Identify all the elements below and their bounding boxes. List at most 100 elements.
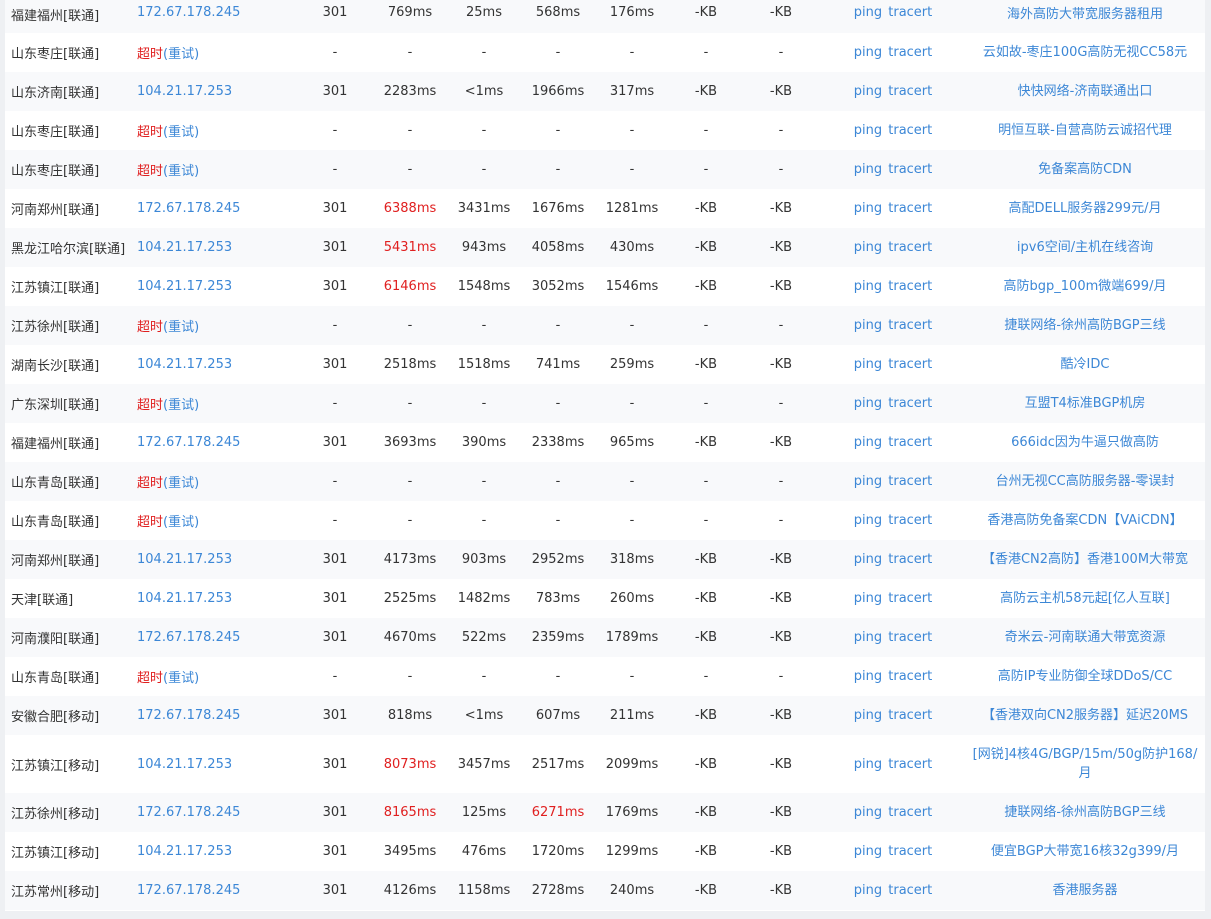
- ad-link[interactable]: 海外高防大带宽服务器租用: [1006, 7, 1163, 22]
- ip-link[interactable]: 104.21.17.253: [137, 844, 233, 859]
- retry-link[interactable]: (重试): [163, 164, 200, 179]
- ip-link[interactable]: 172.67.178.245: [137, 805, 241, 820]
- retry-link[interactable]: (重试): [163, 671, 200, 686]
- ip-link[interactable]: 104.21.17.253: [137, 279, 233, 294]
- tracert-link[interactable]: tracert: [888, 201, 933, 216]
- table-row: 山东青岛[联通] 超时(重试) - - - - - - - ping tracert 香港高防免备案…: [5, 501, 1205, 540]
- tracert-link[interactable]: tracert: [888, 708, 933, 723]
- tracert-link[interactable]: tracert: [888, 162, 933, 177]
- tracert-link[interactable]: tracert: [888, 805, 933, 820]
- ip-link[interactable]: 172.67.178.245: [137, 201, 241, 216]
- tracert-link[interactable]: tracert: [888, 279, 933, 294]
- ad-link[interactable]: 奇米云-河南联通大带宽资源: [1004, 630, 1166, 645]
- tracert-link[interactable]: tracert: [888, 591, 933, 606]
- ping-link[interactable]: ping: [853, 708, 883, 723]
- tracert-link[interactable]: tracert: [888, 123, 933, 138]
- ping-link[interactable]: ping: [853, 513, 883, 528]
- ping-link[interactable]: ping: [853, 844, 883, 859]
- ad-link[interactable]: 捷联网络-徐州高防BGP三线: [1004, 318, 1166, 333]
- ad-link[interactable]: 快快网络-济南联通出口: [1017, 84, 1153, 99]
- ip-link[interactable]: 104.21.17.253: [137, 552, 233, 567]
- ad-link[interactable]: 666idc因为牛逼只做高防: [1011, 435, 1159, 450]
- ip-link[interactable]: 172.67.178.245: [137, 435, 241, 450]
- table-row: 福建福州[联通] 172.67.178.245 301 769ms 25ms 568ms 1…: [5, 0, 1205, 33]
- status-code-cell: 301: [295, 72, 375, 111]
- tracert-link[interactable]: tracert: [888, 552, 933, 567]
- ping-link[interactable]: ping: [853, 45, 883, 60]
- tracert-link[interactable]: tracert: [888, 844, 933, 859]
- ip-link[interactable]: 172.67.178.245: [137, 708, 241, 723]
- ping-link[interactable]: ping: [853, 5, 883, 20]
- ad-link[interactable]: 高防bgp_100m微端699/月: [1003, 279, 1167, 294]
- tracert-link[interactable]: tracert: [888, 357, 933, 372]
- ad-link[interactable]: ipv6空间/主机在线咨询: [1016, 240, 1154, 255]
- retry-link[interactable]: (重试): [163, 515, 200, 530]
- empty-cell: -: [523, 150, 593, 189]
- tracert-link[interactable]: tracert: [888, 513, 933, 528]
- tracert-link[interactable]: tracert: [888, 396, 933, 411]
- ad-link[interactable]: [网锐]4核4G/BGP/15m/50g防护168/月: [972, 747, 1198, 781]
- tracert-link[interactable]: tracert: [888, 630, 933, 645]
- tracert-link[interactable]: tracert: [888, 84, 933, 99]
- retry-link[interactable]: (重试): [163, 398, 200, 413]
- ping-link[interactable]: ping: [853, 883, 883, 898]
- ping-link[interactable]: ping: [853, 123, 883, 138]
- ping-link[interactable]: ping: [853, 279, 883, 294]
- ping-link[interactable]: ping: [853, 240, 883, 255]
- empty-cell: -: [295, 111, 375, 150]
- tracert-link[interactable]: tracert: [888, 435, 933, 450]
- ip-link[interactable]: 104.21.17.253: [137, 240, 233, 255]
- ip-link[interactable]: 104.21.17.253: [137, 357, 233, 372]
- tracert-link[interactable]: tracert: [888, 5, 933, 20]
- ad-link[interactable]: 台州无视CC高防服务器-零误封: [995, 474, 1175, 489]
- ad-link[interactable]: 捷联网络-徐州高防BGP三线: [1004, 805, 1166, 820]
- ad-link[interactable]: 高配DELL服务器299元/月: [1008, 201, 1162, 216]
- ip-link[interactable]: 172.67.178.245: [137, 5, 241, 20]
- ad-link[interactable]: 香港高防免备案CDN【VAiCDN】: [987, 513, 1183, 528]
- retry-link[interactable]: (重试): [163, 125, 200, 140]
- tracert-link[interactable]: tracert: [888, 240, 933, 255]
- ad-link[interactable]: 便宜BGP大带宽16核32g399/月: [990, 844, 1180, 859]
- ip-link[interactable]: 104.21.17.253: [137, 756, 233, 772]
- ad-link[interactable]: 高防IP专业防御全球DDoS/CC: [997, 669, 1173, 684]
- ad-link[interactable]: 免备案高防CDN: [1038, 162, 1132, 177]
- ad-link[interactable]: 香港服务器: [1052, 883, 1118, 898]
- ip-link[interactable]: 172.67.178.245: [137, 630, 241, 645]
- tracert-link[interactable]: tracert: [888, 318, 933, 333]
- retry-link[interactable]: (重试): [163, 47, 200, 62]
- ping-link[interactable]: ping: [853, 435, 883, 450]
- ping-link[interactable]: ping: [853, 396, 883, 411]
- tracert-link[interactable]: tracert: [888, 883, 933, 898]
- tracert-link[interactable]: tracert: [888, 45, 933, 60]
- ping-link[interactable]: ping: [853, 552, 883, 567]
- ping-link[interactable]: ping: [853, 669, 883, 684]
- timeout-label: 超时: [137, 671, 164, 686]
- ad-link[interactable]: 【香港双向CN2服务器】延迟20MS: [981, 708, 1189, 723]
- tracert-link[interactable]: tracert: [888, 669, 933, 684]
- retry-link[interactable]: (重试): [163, 320, 200, 335]
- ping-link[interactable]: ping: [853, 318, 883, 333]
- ad-link[interactable]: 互盟T4标准BGP机房: [1024, 396, 1146, 411]
- ad-link[interactable]: 酷冷IDC: [1060, 357, 1110, 372]
- tracert-link[interactable]: tracert: [888, 756, 933, 772]
- ip-link[interactable]: 104.21.17.253: [137, 591, 233, 606]
- ping-link[interactable]: ping: [853, 474, 883, 489]
- ip-link[interactable]: 172.67.178.245: [137, 883, 241, 898]
- ping-link[interactable]: ping: [853, 201, 883, 216]
- ping-link[interactable]: ping: [853, 84, 883, 99]
- ping-link[interactable]: ping: [853, 162, 883, 177]
- ad-link[interactable]: 云如故-枣庄100G高防无视CC58元: [982, 45, 1188, 60]
- ping-link[interactable]: ping: [853, 630, 883, 645]
- ad-link[interactable]: 明恒互联-自营高防云诚招代理: [998, 123, 1172, 138]
- table-row: 江苏徐州[移动] 172.67.178.245 301 8165ms 125ms 6271…: [5, 793, 1205, 832]
- ping-link[interactable]: ping: [853, 357, 883, 372]
- tracert-link[interactable]: tracert: [888, 474, 933, 489]
- ip-link[interactable]: 104.21.17.253: [137, 84, 233, 99]
- ping-link[interactable]: ping: [853, 756, 883, 772]
- retry-link[interactable]: (重试): [163, 476, 200, 491]
- location-cell: 安徽合肥[移动]: [5, 696, 125, 735]
- ad-link[interactable]: 高防云主机58元起[亿人互联]: [1000, 591, 1170, 606]
- ping-link[interactable]: ping: [853, 591, 883, 606]
- ping-link[interactable]: ping: [853, 805, 883, 820]
- ad-link[interactable]: 【香港CN2高防】香港100M大带宽: [981, 552, 1189, 567]
